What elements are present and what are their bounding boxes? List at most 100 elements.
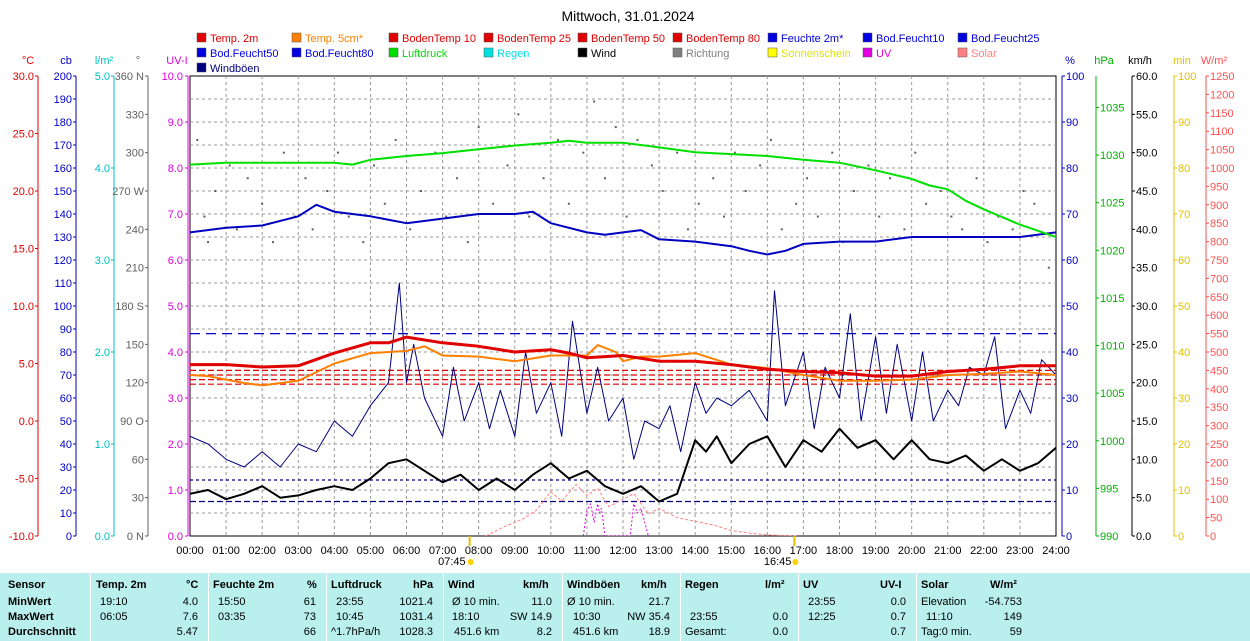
- stats-header-press: Luftdruck: [331, 579, 382, 591]
- axis-tick-cb: 100: [54, 301, 72, 313]
- axis-tick-cb: 20: [60, 485, 72, 497]
- direction-point: [434, 151, 437, 154]
- axis-tick-wind: 60.0: [1136, 71, 1157, 83]
- axis-tick-hum: 10: [1066, 485, 1078, 497]
- x-tick-label: 01:00: [212, 545, 240, 557]
- stats-header-gust: Windböen: [567, 579, 621, 591]
- stats-header-wind: Wind: [448, 579, 475, 591]
- axis-tick-cb: 90: [60, 324, 72, 336]
- x-tick-label: 14:00: [681, 545, 709, 557]
- axis-tick-hum: 100: [1066, 71, 1084, 83]
- direction-point: [557, 138, 560, 141]
- stats-header-gust-unit: km/h: [641, 579, 667, 591]
- direction-point: [723, 215, 726, 218]
- x-tick-label: 03:00: [284, 545, 312, 557]
- direction-point: [997, 215, 1000, 218]
- axis-tick-dir: 150: [126, 339, 144, 351]
- axis-tick-wind: 25.0: [1136, 339, 1157, 351]
- stats-rain-val: 0.0: [772, 611, 788, 623]
- axis-tick-cb: 40: [60, 439, 72, 451]
- stats-header-uv: UV: [803, 579, 819, 591]
- axis-tick-solar: 1050: [1210, 145, 1234, 157]
- axis-tick-cb: 170: [54, 140, 72, 152]
- legend: Temp. 2m Temp. 5cm* BodenTemp 10 BodenTemp …: [196, 32, 1040, 75]
- axis-tick-solar: 500: [1210, 347, 1228, 359]
- stats-row-label: MinWert: [8, 596, 52, 608]
- legend-label: BodenTemp 10: [402, 33, 476, 45]
- axis-tick-solar: 100: [1210, 494, 1228, 506]
- axis-tick-hum: 60: [1066, 255, 1078, 267]
- axis-unit-rain: l/m²: [95, 55, 114, 67]
- axis-tick-uv: 4.0: [168, 347, 183, 359]
- direction-point: [1047, 266, 1050, 269]
- stats-wind-time: 18:10: [452, 611, 480, 623]
- direction-point: [925, 202, 928, 205]
- axis-unit-cb: cb: [60, 55, 72, 67]
- direction-point: [712, 177, 715, 180]
- direction-point: [492, 202, 495, 205]
- stats-header-rain: Regen: [685, 579, 719, 591]
- stats-wind-val: 8.2: [536, 626, 552, 638]
- axis-tick-solar: 950: [1210, 181, 1228, 193]
- stats-temp-val: 5.47: [176, 626, 198, 638]
- legend-label: Bod.Feucht80: [305, 48, 374, 60]
- direction-point: [311, 228, 314, 231]
- direction-point: [636, 138, 639, 141]
- axis-tick-dir: 360 N: [115, 71, 144, 83]
- axis-tick-press: 1005: [1100, 388, 1124, 400]
- axis-tick-wind: 0.0: [1136, 531, 1151, 543]
- axis-tick-uv: 2.0: [168, 439, 183, 451]
- axis-tick-press: 1030: [1100, 150, 1124, 162]
- stats-uv-val: 0.0: [890, 596, 906, 608]
- stats-temp-time: 06:05: [100, 611, 128, 623]
- direction-point: [914, 151, 917, 154]
- axis-tick-rain: 0.0: [95, 531, 110, 543]
- axis-unit-min: min: [1173, 55, 1191, 67]
- stats-solar-val: 149: [1003, 611, 1022, 623]
- axis-tick-cb: 200: [54, 71, 72, 83]
- axis-tick-dir: 210: [126, 263, 144, 275]
- axis-tick-cb: 180: [54, 117, 72, 129]
- axis-tick-min: 20: [1178, 439, 1190, 451]
- direction-point: [362, 241, 365, 244]
- legend-swatch: [767, 47, 778, 58]
- x-tick-label: 18:00: [826, 545, 854, 557]
- axis-unit-dir: °: [136, 55, 140, 67]
- series-line: [190, 335, 1056, 378]
- axis-tick-temp: 25.0: [13, 129, 34, 141]
- axis-tick-rain: 2.0: [95, 347, 110, 359]
- direction-point: [542, 177, 545, 180]
- direction-point: [477, 126, 480, 129]
- axis-tick-solar: 450: [1210, 365, 1228, 377]
- axis-tick-solar: 900: [1210, 200, 1228, 212]
- stats-hum-time: 03:35: [218, 611, 246, 623]
- legend-label: BodenTemp 25: [497, 33, 571, 45]
- axis-tick-solar: 700: [1210, 273, 1228, 285]
- axis-tick-dir: 330: [126, 109, 144, 121]
- stats-hum-val: 73: [303, 611, 316, 623]
- direction-point: [445, 215, 448, 218]
- direction-point: [1033, 202, 1036, 205]
- axis-tick-uv: 0.0: [168, 531, 183, 543]
- axis-tick-min: 100: [1178, 71, 1196, 83]
- axis-tick-press: 995: [1100, 483, 1118, 495]
- direction-point: [780, 228, 783, 231]
- legend-swatch: [483, 32, 494, 43]
- direction-point: [867, 164, 870, 167]
- axis-tick-cb: 120: [54, 255, 72, 267]
- axis-tick-wind: 35.0: [1136, 263, 1157, 275]
- axis-tick-dir: 180 S: [115, 301, 144, 313]
- legend-swatch: [577, 47, 588, 58]
- direction-point: [347, 215, 350, 218]
- legend-swatch: [483, 47, 494, 58]
- direction-point: [1022, 190, 1025, 192]
- direction-point: [409, 228, 412, 231]
- axis-tick-press: 1025: [1100, 198, 1124, 210]
- axis-tick-rain: 1.0: [95, 439, 110, 451]
- x-tick-label: 19:00: [862, 545, 890, 557]
- axis-tick-uv: 5.0: [168, 301, 183, 313]
- x-tick-label: 06:00: [393, 545, 421, 557]
- axis-tick-temp: -10.0: [9, 531, 34, 543]
- direction-point: [744, 190, 747, 192]
- axis-tick-cb: 70: [60, 370, 72, 382]
